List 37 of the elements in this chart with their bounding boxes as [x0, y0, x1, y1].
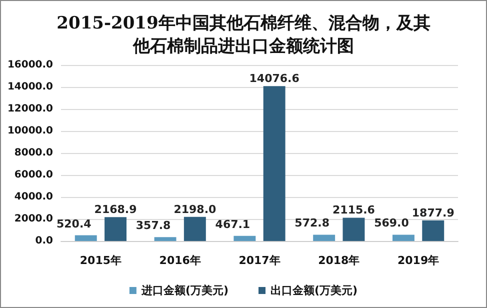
- y-tick-label: 10000.0: [7, 126, 54, 136]
- y-tick-label: 2000.0: [14, 214, 54, 224]
- legend-label: 出口金额(万美元): [270, 284, 358, 297]
- bar: [154, 237, 176, 241]
- y-tick-label: 4000.0: [14, 192, 54, 202]
- bar: [74, 235, 97, 241]
- y-tick-label: 0.0: [35, 236, 54, 246]
- x-tick-label: 2018年: [318, 254, 360, 267]
- bar: [422, 220, 444, 241]
- data-label: 572.8: [294, 216, 330, 230]
- y-tick-label: 8000.0: [14, 148, 54, 158]
- data-label: 467.1: [215, 218, 250, 231]
- y-tick-label: 6000.0: [14, 170, 54, 180]
- data-label: 1877.9: [412, 206, 454, 220]
- data-label: 520.4: [56, 217, 92, 230]
- data-label: 569.0: [374, 216, 410, 230]
- y-tick-label: 16000.0: [7, 60, 54, 70]
- data-label: 14076.6: [249, 72, 300, 86]
- bar: [342, 218, 365, 241]
- y-tick-label: 14000.0: [7, 82, 54, 92]
- legend-label: 进口金额(万美元): [140, 284, 229, 297]
- chart-title: 2015-2019年中国其他石棉纤维、混合物，及其他石棉制品进出口金额统计图: [56, 14, 430, 56]
- bar: [104, 217, 127, 241]
- data-label: 357.8: [136, 219, 171, 232]
- x-tick-label: 2017年: [238, 254, 280, 267]
- bar: [392, 234, 414, 241]
- bar: [184, 216, 206, 241]
- x-tick-label: 2016年: [159, 254, 201, 267]
- data-label: 2168.9: [94, 203, 137, 216]
- bar: [234, 236, 256, 241]
- x-tick-label: 2019年: [397, 254, 440, 267]
- data-label: 2115.6: [332, 204, 376, 217]
- bar: [313, 234, 336, 241]
- y-tick-label: 12000.0: [7, 104, 54, 114]
- data-label: 2198.0: [174, 202, 216, 216]
- bar: [263, 86, 286, 241]
- x-tick-label: 2015年: [80, 254, 122, 267]
